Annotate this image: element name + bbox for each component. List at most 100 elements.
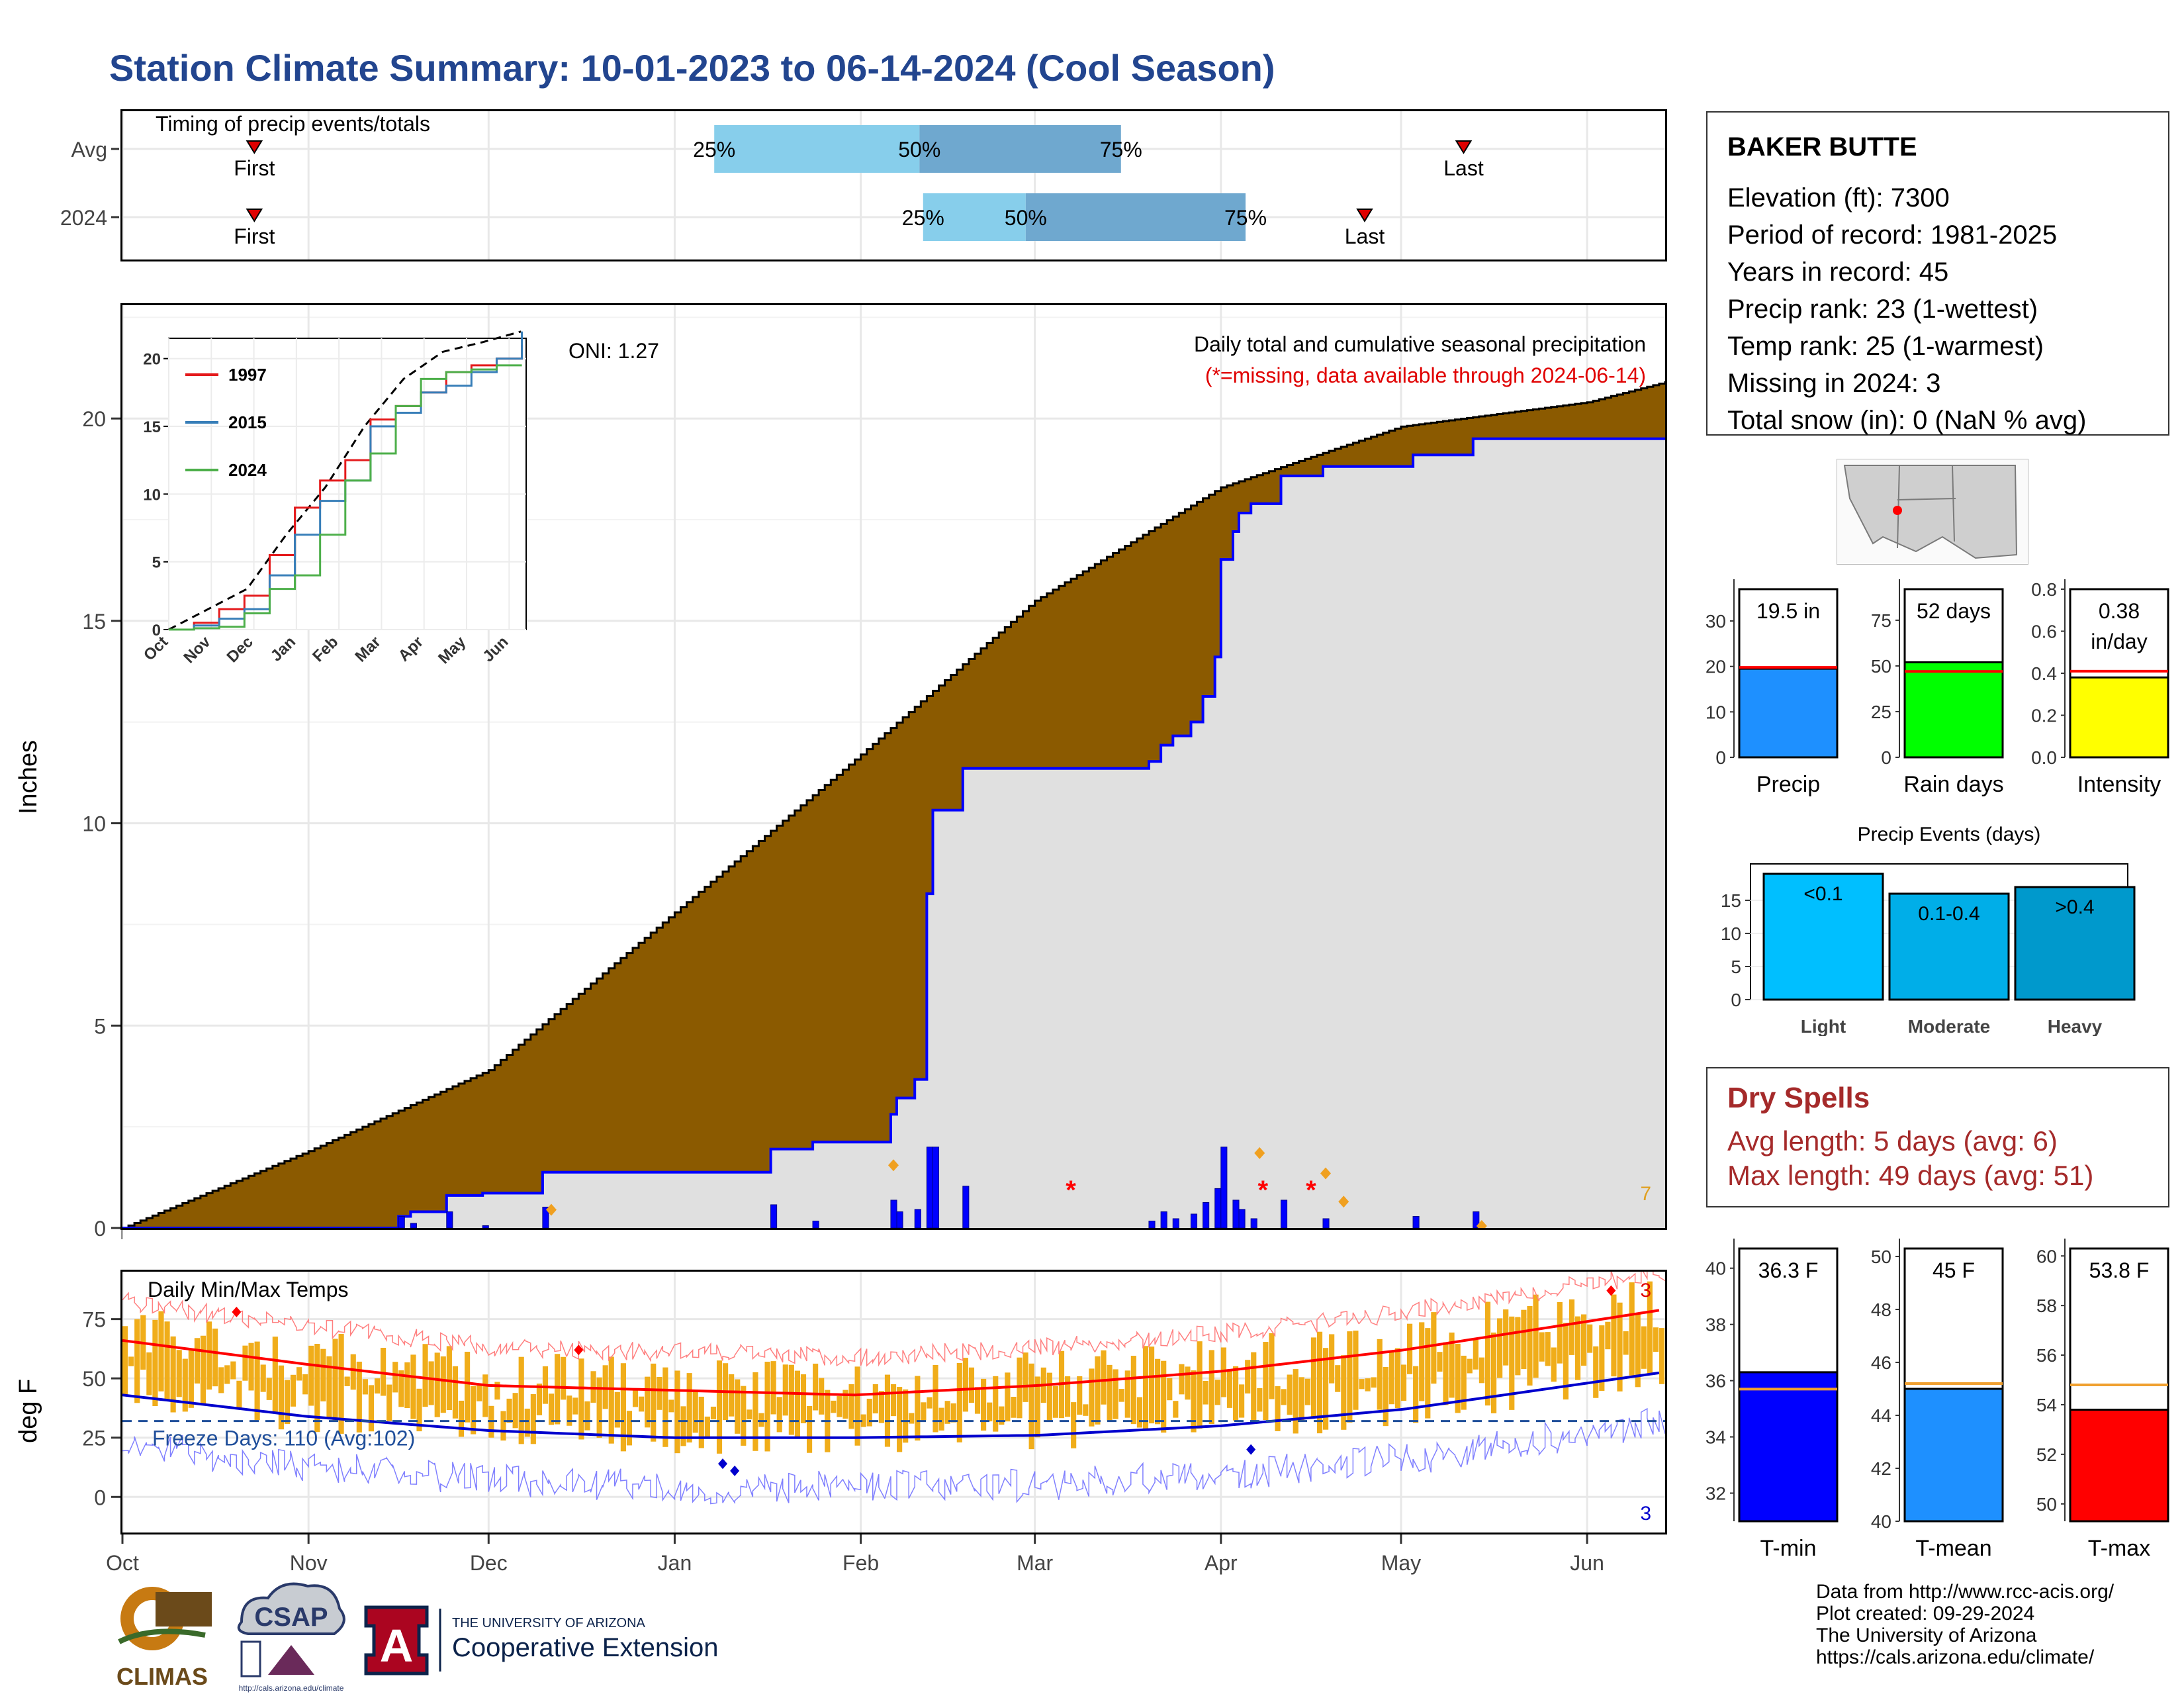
month-label: Jun bbox=[1570, 1551, 1604, 1575]
p50-label: 50% bbox=[898, 138, 940, 162]
daily-temp-bar bbox=[974, 1387, 981, 1414]
daily-temp-bar bbox=[1515, 1317, 1521, 1376]
daily-temp-bar bbox=[1293, 1369, 1298, 1434]
daily-temp-bar bbox=[897, 1387, 903, 1452]
missing-marker: * bbox=[1066, 1176, 1076, 1205]
temp-title: Daily Min/Max Temps bbox=[148, 1278, 348, 1301]
page-title: Station Climate Summary: 10-01-2023 to 0… bbox=[109, 47, 1275, 89]
summary-bar-group: 0 25 50 75 52 days Rain days bbox=[1871, 579, 2004, 797]
daily-temp-bar bbox=[284, 1380, 291, 1425]
ytick-label: 50 bbox=[82, 1367, 106, 1391]
timing-panel: Timing of precip events/totals 25% 50% 75% F… bbox=[120, 109, 1667, 261]
daily-temp-bar bbox=[956, 1362, 962, 1442]
daily-temp-bar bbox=[1179, 1364, 1185, 1395]
daily-temp-bar bbox=[1635, 1313, 1641, 1388]
daily-temp-bar bbox=[831, 1400, 837, 1413]
daily-temp-bar bbox=[1599, 1325, 1605, 1391]
precip-ylabel: Inches bbox=[15, 740, 42, 814]
daily-temp-bar bbox=[1101, 1350, 1107, 1405]
daily-temp-bar bbox=[230, 1361, 236, 1380]
timing-chart: Timing of precip events/totals 25% 50% 75% F… bbox=[122, 111, 1665, 259]
event-category: Heavy bbox=[2048, 1016, 2103, 1036]
p75-label: 75% bbox=[1224, 206, 1267, 230]
daily-temp-bar bbox=[266, 1378, 272, 1400]
record-high-count: 3 bbox=[1640, 1280, 1651, 1301]
daily-temp-bar bbox=[620, 1363, 626, 1452]
first-marker-label: First bbox=[234, 224, 275, 248]
bar-tick-label: 36 bbox=[1706, 1371, 1726, 1391]
daily-temp-bar bbox=[584, 1401, 590, 1431]
daily-temp-bar bbox=[903, 1389, 909, 1443]
credit-line: The University of Arizona bbox=[1816, 1625, 2037, 1646]
month-label: Feb bbox=[842, 1551, 879, 1575]
daily-temp-bar bbox=[1587, 1324, 1593, 1353]
first-marker-label: First bbox=[234, 156, 275, 180]
daily-temp-bar bbox=[1653, 1327, 1659, 1352]
daily-precip-bar bbox=[1190, 1213, 1198, 1228]
daily-temp-bar bbox=[1431, 1312, 1437, 1384]
timing-label: Timing of precip events/totals bbox=[156, 112, 430, 136]
daily-temp-bar bbox=[950, 1403, 956, 1423]
bar-label: Intensity bbox=[2077, 772, 2161, 797]
inset-average-line bbox=[168, 330, 522, 631]
daily-temp-bar bbox=[1287, 1374, 1293, 1415]
bar-tick-label: 30 bbox=[1706, 611, 1726, 632]
daily-temp-bar bbox=[1130, 1356, 1136, 1425]
daily-temp-bar bbox=[320, 1348, 326, 1401]
quartile-low-bar bbox=[714, 125, 920, 173]
daily-temp-bar bbox=[1226, 1369, 1233, 1408]
daily-temp-bar bbox=[567, 1395, 572, 1426]
missing-marker: * bbox=[1258, 1176, 1269, 1205]
temp-panel: Daily Min/Max Temps Freeze Days: 110 (Avg… bbox=[120, 1270, 1667, 1534]
daily-temp-bar bbox=[536, 1384, 542, 1415]
daily-temp-bar bbox=[404, 1362, 410, 1409]
inset-xtick-label: Jan bbox=[267, 633, 299, 665]
inset-xtick-label: Oct bbox=[140, 633, 171, 664]
daily-temp-bar bbox=[1083, 1404, 1089, 1416]
daily-temp-bar bbox=[819, 1378, 825, 1415]
daily-precip-bar bbox=[1232, 1200, 1240, 1228]
daily-temp-bar bbox=[668, 1399, 674, 1413]
bar-value-label: in/day bbox=[2091, 630, 2147, 653]
daily-temp-bar bbox=[1203, 1380, 1208, 1405]
record-high-marker bbox=[574, 1344, 584, 1356]
daily-temp-bar bbox=[1304, 1378, 1310, 1405]
daily-temp-bar bbox=[1629, 1282, 1635, 1376]
daily-temp-bar bbox=[741, 1386, 747, 1446]
record-high-line bbox=[122, 1272, 1665, 1367]
bar-value-label: 53.8 F bbox=[2089, 1258, 2150, 1282]
daily-temp-bar bbox=[794, 1370, 801, 1439]
daily-temp-bar bbox=[1232, 1366, 1239, 1421]
inset-xtick-label: Nov bbox=[180, 633, 214, 667]
daily-temp-bar bbox=[1028, 1363, 1034, 1450]
daily-temp-bar bbox=[1388, 1352, 1394, 1405]
daily-temp-bar bbox=[356, 1361, 362, 1433]
daily-temp-bar bbox=[596, 1377, 602, 1438]
record-low-count: 3 bbox=[1640, 1503, 1651, 1525]
daily-precip-bar bbox=[410, 1223, 417, 1228]
daily-temp-bar bbox=[938, 1407, 944, 1431]
daily-temp-bar bbox=[1316, 1331, 1323, 1434]
bar-tick-label: 40 bbox=[1871, 1511, 1891, 1532]
daily-precip-bar bbox=[1160, 1211, 1167, 1228]
inset-frame bbox=[168, 338, 527, 630]
summary-bar-group: 32 34 36 38 40 36.3 F T-min bbox=[1706, 1239, 1839, 1561]
daily-temp-bar bbox=[944, 1401, 950, 1424]
precip-legend-note: (*=missing, data available through 2024-… bbox=[1205, 363, 1646, 387]
daily-temp-bar bbox=[446, 1346, 452, 1411]
precip-panel: * * * Daily total and cumulative seasonal p… bbox=[120, 303, 1667, 1230]
daily-temp-bar bbox=[1077, 1376, 1083, 1415]
event-bar bbox=[1888, 892, 2010, 1001]
event-bar-label: 0.1-0.4 bbox=[1918, 903, 1979, 925]
ua-a-letter: A bbox=[380, 1620, 414, 1672]
value-bar bbox=[1738, 1371, 1839, 1523]
daily-temp-bar bbox=[542, 1366, 549, 1404]
daily-temp-bar bbox=[182, 1358, 188, 1412]
bar-tick-label: 40 bbox=[1706, 1258, 1726, 1279]
daily-temp-bar bbox=[1647, 1281, 1653, 1376]
daily-temp-bar bbox=[788, 1364, 794, 1435]
daily-temp-bar bbox=[1142, 1346, 1149, 1429]
daily-precip-bar bbox=[1322, 1218, 1330, 1228]
daily-temp-bar bbox=[1005, 1372, 1011, 1422]
ytick-label: 10 bbox=[82, 812, 106, 836]
